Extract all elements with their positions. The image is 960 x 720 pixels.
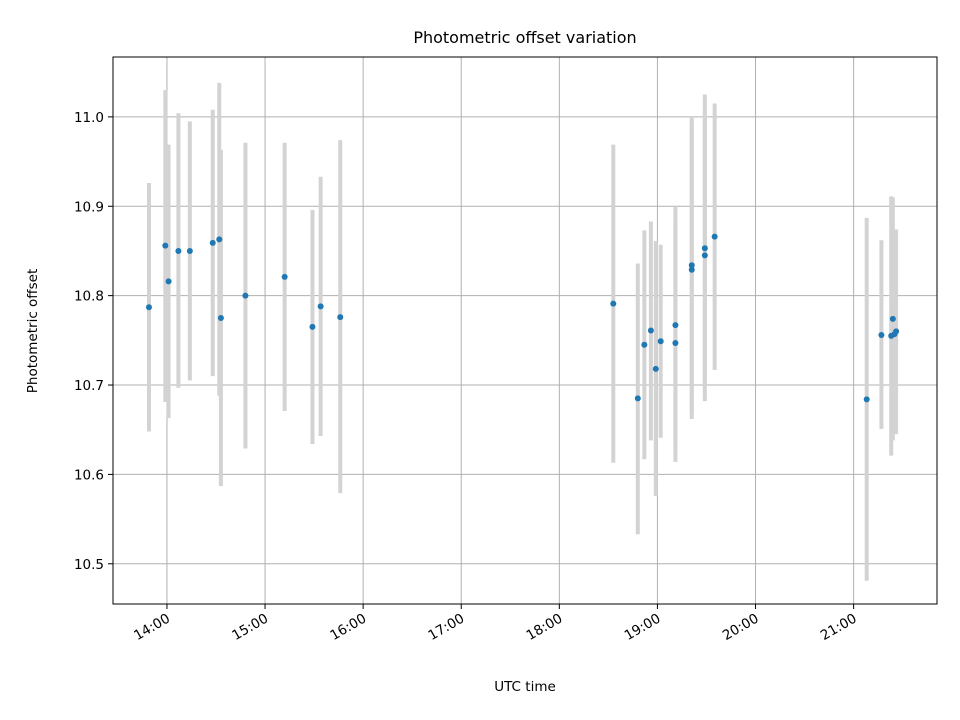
data-point xyxy=(337,314,344,321)
x-axis-label: UTC time xyxy=(494,679,556,695)
data-point xyxy=(889,315,896,322)
data-point xyxy=(634,395,641,402)
data-point xyxy=(217,314,224,321)
data-point xyxy=(209,239,216,246)
data-point xyxy=(652,365,659,372)
data-point xyxy=(657,338,664,345)
data-point xyxy=(672,322,679,329)
data-point xyxy=(688,262,695,269)
data-point xyxy=(281,273,288,280)
data-point xyxy=(216,236,223,243)
data-point xyxy=(701,245,708,252)
data-point xyxy=(863,396,870,403)
data-point xyxy=(688,266,695,273)
data-point xyxy=(145,304,152,311)
data-point xyxy=(309,323,316,330)
y-tick-label: 10.9 xyxy=(74,199,104,215)
y-tick-label: 10.8 xyxy=(74,289,104,305)
data-point xyxy=(701,252,708,259)
point-layer xyxy=(145,233,900,403)
data-point xyxy=(186,247,193,254)
data-point xyxy=(878,331,885,338)
data-point xyxy=(317,303,324,310)
y-tick-label: 10.5 xyxy=(74,557,104,573)
data-point xyxy=(711,233,718,240)
y-axis-label: Photometric offset xyxy=(25,269,41,393)
plot-frame xyxy=(112,56,938,605)
data-point xyxy=(165,278,172,285)
chart-title: Photometric offset variation xyxy=(413,28,636,47)
data-point xyxy=(672,340,679,347)
data-point xyxy=(610,300,617,307)
y-tick-label: 10.7 xyxy=(74,378,104,394)
data-point xyxy=(162,242,169,249)
data-point xyxy=(647,327,654,334)
y-tick-label: 10.6 xyxy=(74,467,104,483)
y-tick-label: 11.0 xyxy=(74,110,104,126)
data-point xyxy=(242,292,249,299)
data-point xyxy=(641,341,648,348)
data-point xyxy=(175,247,182,254)
data-point xyxy=(893,328,900,335)
